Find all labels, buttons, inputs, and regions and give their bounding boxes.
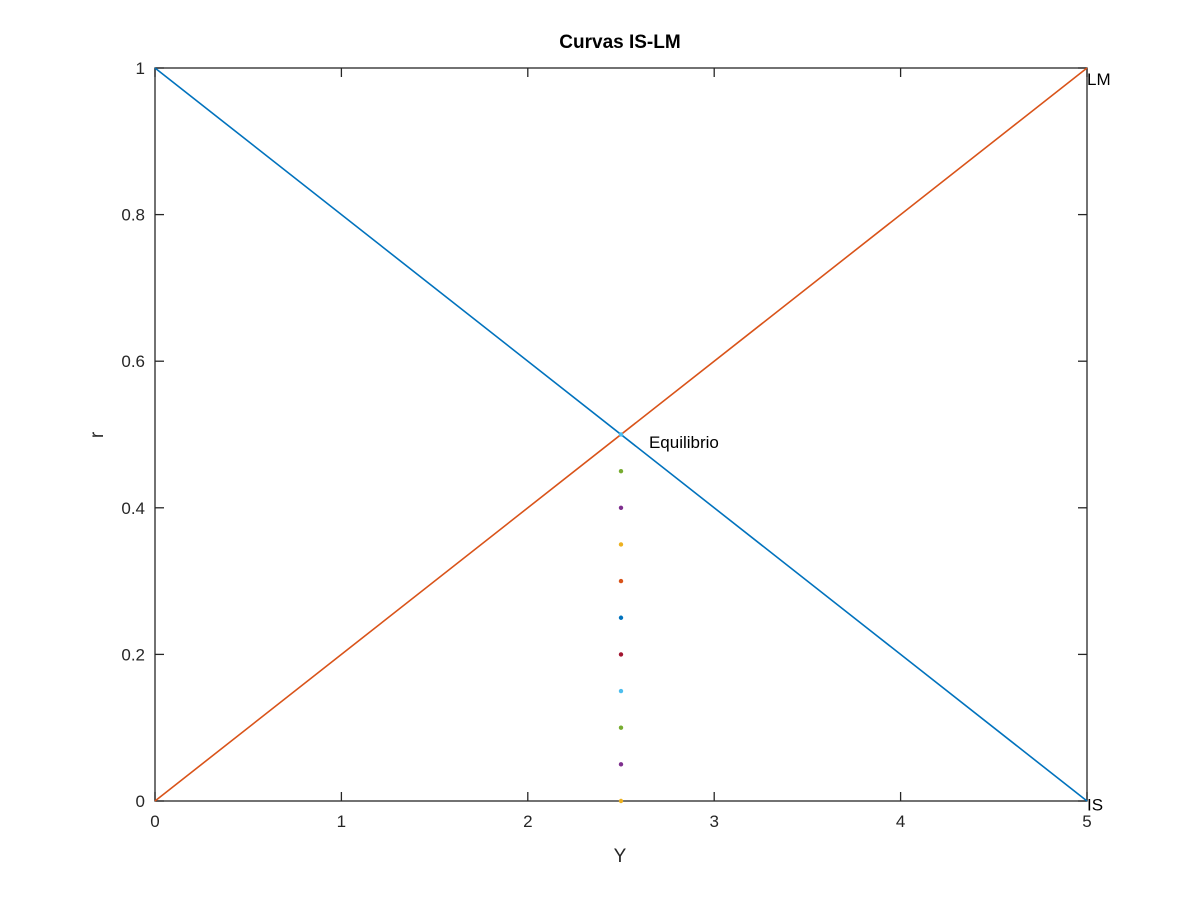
y-axis-label: r: [87, 431, 108, 438]
x-tick-label: 5: [1082, 812, 1091, 831]
chart-title: Curvas IS-LM: [559, 32, 680, 53]
annotation-is: IS: [1087, 796, 1103, 815]
data-point: [618, 578, 624, 584]
x-tick-label: 4: [896, 812, 905, 831]
annotation-equilibrio: Equilibrio: [649, 433, 719, 452]
x-tick-label: 2: [523, 812, 532, 831]
data-point: [618, 505, 624, 510]
data-point: [618, 725, 624, 730]
data-point: [618, 652, 624, 657]
y-tick-label: 0.2: [121, 645, 145, 664]
y-tick-label: 0.6: [121, 352, 145, 371]
y-tick-label: 0.8: [121, 206, 145, 225]
x-tick-label: 1: [337, 812, 346, 831]
y-tick-label: 1: [136, 59, 145, 78]
data-point: [618, 615, 624, 620]
data-point: [618, 688, 624, 694]
x-axis-label: Y: [614, 846, 627, 867]
data-point: [618, 798, 624, 804]
data-point: [618, 468, 624, 474]
x-tick-label: 3: [709, 812, 718, 831]
data-point: [618, 542, 624, 547]
annotation-lm: LM: [1087, 70, 1111, 89]
x-tick-label: 0: [150, 812, 159, 831]
data-point: [618, 762, 624, 767]
y-tick-label: 0: [136, 792, 145, 811]
y-tick-label: 0.4: [121, 499, 145, 518]
data-point: [618, 432, 624, 437]
